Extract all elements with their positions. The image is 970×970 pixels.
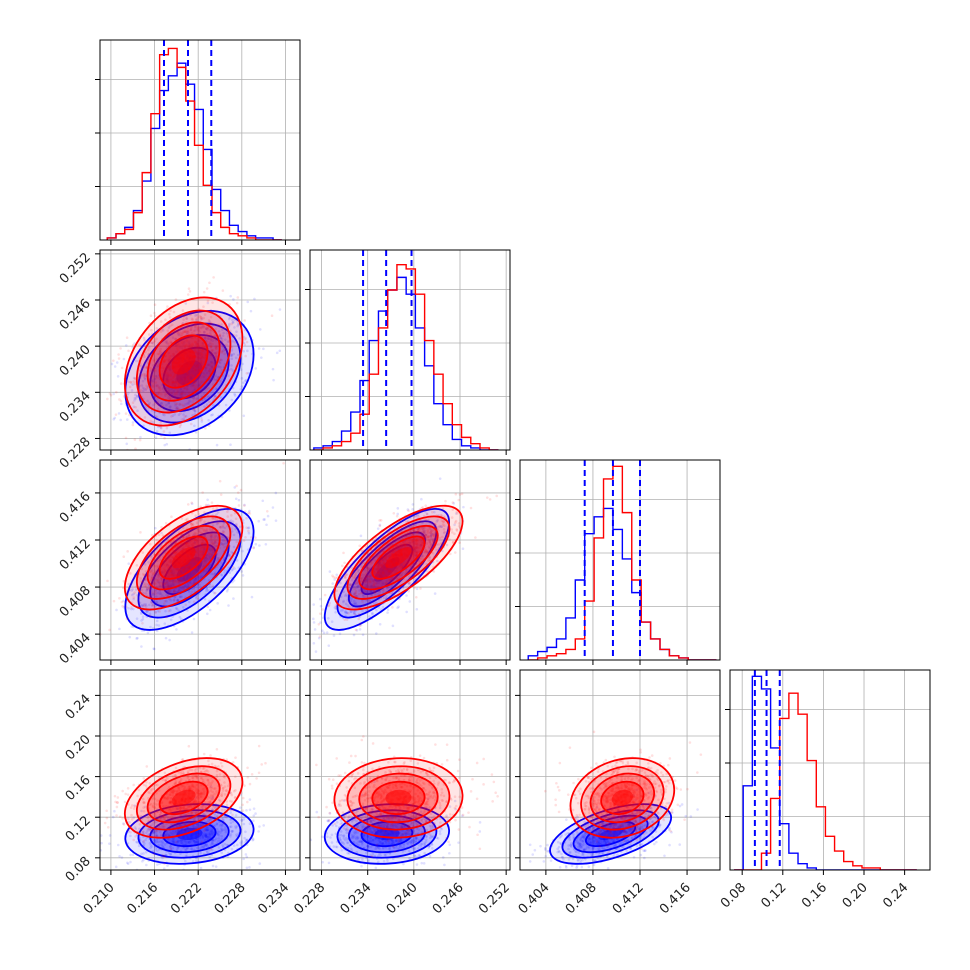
histogram-red xyxy=(106,47,282,240)
histogram-red xyxy=(734,692,917,870)
x-tick-label: 0.246 xyxy=(430,880,467,917)
y-tick-label: 0.416 xyxy=(57,489,94,526)
x-tick-label: 0.228 xyxy=(212,880,249,917)
histogram-blue xyxy=(527,507,717,660)
x-tick-label: 0.24 xyxy=(880,880,911,911)
histogram-red xyxy=(313,264,499,450)
panel-frame xyxy=(519,459,721,661)
y-tick-label: 0.12 xyxy=(63,813,94,844)
panel-0-0 xyxy=(95,39,301,245)
x-tick-label: 0.216 xyxy=(124,880,161,917)
x-tick-label: 0.210 xyxy=(81,880,118,917)
panel-3-3: 0.08 0.12 0.16 0.20 0.24 xyxy=(718,669,931,911)
contour-red xyxy=(171,547,196,569)
y-tick-label: 0.20 xyxy=(63,732,94,763)
y-tick-label: 0.08 xyxy=(63,854,94,885)
contour-red xyxy=(171,789,196,807)
x-tick-label: 0.234 xyxy=(255,880,292,917)
panel-frame xyxy=(309,459,511,661)
panel-frame xyxy=(309,669,511,871)
x-tick-label: 0.16 xyxy=(799,880,830,911)
x-tick-label: 0.404 xyxy=(516,880,553,917)
panel-1-1 xyxy=(305,249,511,455)
x-tick-label: 0.12 xyxy=(759,880,790,911)
panel-3-1: 0.228 0.234 0.240 0.246 0.252 xyxy=(291,669,513,917)
y-tick-label: 0.228 xyxy=(57,435,94,472)
x-tick-label: 0.234 xyxy=(338,880,375,917)
y-tick-label: 0.16 xyxy=(63,773,94,804)
contour-red xyxy=(611,789,633,807)
panel-frame xyxy=(519,669,721,871)
x-tick-label: 0.412 xyxy=(610,880,647,917)
x-tick-label: 0.228 xyxy=(291,880,328,917)
panel-frame xyxy=(309,249,511,451)
y-tick-label: 0.246 xyxy=(57,296,94,333)
panel-frame xyxy=(99,39,301,241)
panel-3-2: 0.404 0.408 0.412 0.416 xyxy=(515,669,721,917)
y-tick-label: 0.240 xyxy=(57,342,94,379)
x-tick-label: 0.240 xyxy=(384,880,421,917)
y-tick-label: 0.234 xyxy=(57,389,94,426)
histogram-blue xyxy=(313,276,499,450)
panel-3-0: 0.08 0.12 0.16 0.20 0.24 0.210 0.216 0.222 0.228… xyxy=(63,669,301,917)
y-tick-label: 0.408 xyxy=(57,583,94,620)
y-tick-label: 0.24 xyxy=(63,692,94,723)
contour-red xyxy=(171,348,196,375)
panel-2-0: 0.404 0.408 0.412 0.416 xyxy=(57,459,301,667)
contour-red xyxy=(385,789,412,807)
x-tick-label: 0.416 xyxy=(657,880,694,917)
histogram-red xyxy=(528,465,717,660)
panel-2-2 xyxy=(515,459,721,665)
panel-frame xyxy=(99,249,301,451)
y-tick-label: 0.252 xyxy=(57,250,94,287)
histogram-blue xyxy=(734,675,917,870)
y-tick-label: 0.404 xyxy=(57,630,94,667)
panel-2-1 xyxy=(305,459,511,665)
x-tick-label: 0.20 xyxy=(840,880,871,911)
x-tick-label: 0.252 xyxy=(476,880,513,917)
x-tick-label: 0.222 xyxy=(168,880,205,917)
y-tick-label: 0.412 xyxy=(57,536,94,573)
contour-red xyxy=(385,547,412,569)
panel-frame xyxy=(729,669,931,871)
panel-frame xyxy=(99,669,301,871)
panel-frame xyxy=(99,459,301,661)
panel-1-0: 0.228 0.234 0.240 0.246 0.252 xyxy=(57,249,301,472)
x-tick-label: 0.408 xyxy=(563,880,600,917)
x-tick-label: 0.08 xyxy=(718,880,749,911)
